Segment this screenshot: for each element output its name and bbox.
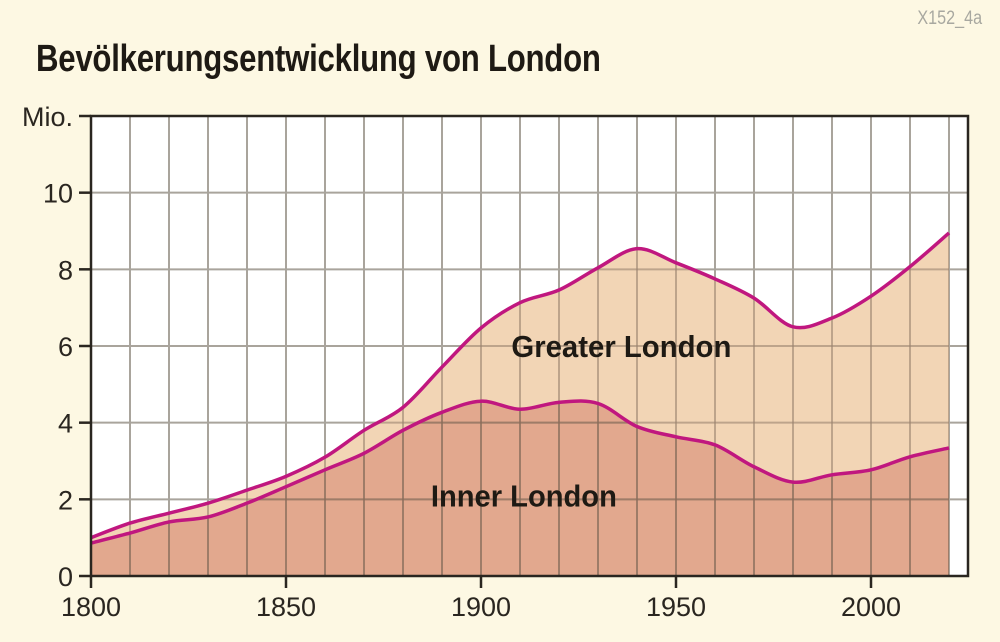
x-tick-label: 1950	[646, 592, 706, 622]
figure-code: X152_4a	[917, 8, 982, 29]
y-tick-label: 8	[58, 255, 73, 285]
x-tick-label: 1800	[61, 592, 121, 622]
greater-london-line	[90, 231, 951, 540]
y-tick-label: 10	[43, 179, 73, 209]
greater-london-label: Greater London	[511, 329, 731, 364]
y-tick-label: 0	[58, 562, 73, 592]
y-tick-label: 4	[58, 409, 73, 439]
inner-london-label: Inner London	[431, 479, 617, 514]
y-tick-label: 6	[58, 332, 73, 362]
chart-title: Bevölkerungsentwicklung von London	[36, 38, 601, 80]
y-axis-unit-label: Mio.	[22, 102, 73, 132]
inner-london-line	[90, 399, 950, 545]
x-tick-label: 1850	[256, 592, 316, 622]
x-tick-label: 2000	[841, 592, 901, 622]
y-axis-ticks: 0 2 4 6 8 10	[43, 114, 91, 592]
x-tick-label: 1900	[451, 592, 511, 622]
y-tick-label: 2	[58, 485, 73, 515]
x-axis-ticks: 1800 1850 1900 1950 2000	[61, 576, 901, 622]
